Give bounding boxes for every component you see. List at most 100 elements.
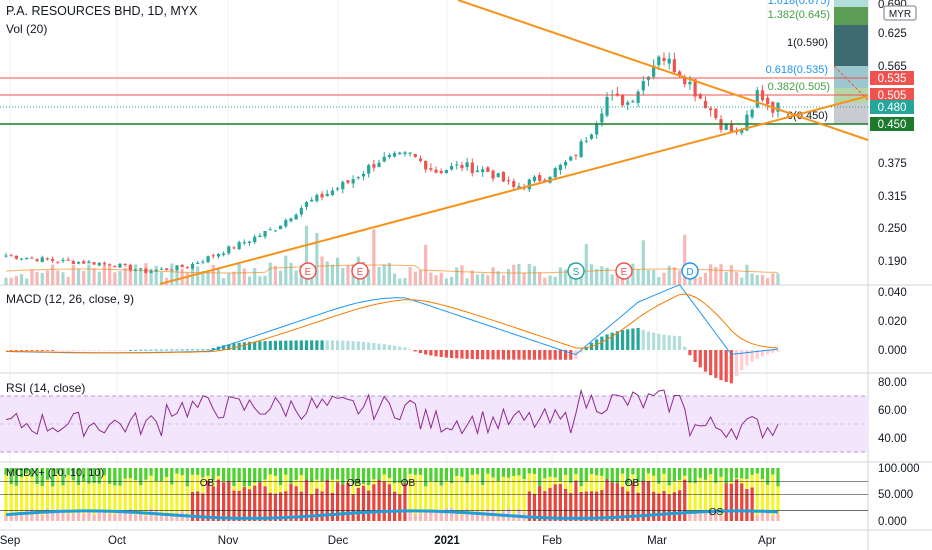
volume-bar xyxy=(403,278,407,285)
macd-histogram-bar xyxy=(641,329,645,350)
candle-body xyxy=(346,180,350,183)
ascending-trendline xyxy=(159,95,869,285)
mcdx-bar-green xyxy=(351,468,355,484)
volume-bar xyxy=(159,271,164,285)
event-marker-circle xyxy=(567,262,585,280)
candle-body xyxy=(335,188,340,190)
mcdx-bar-green xyxy=(361,468,366,484)
candle-body xyxy=(92,262,96,265)
macd-histogram-bar xyxy=(175,349,179,351)
volume-bar xyxy=(211,264,215,285)
volume-bar xyxy=(133,264,138,285)
volume-bar xyxy=(237,263,241,285)
volume-bar xyxy=(657,277,661,285)
x-tick-label: Oct xyxy=(108,535,127,547)
volume-bar xyxy=(4,277,8,285)
macd-histogram-bar xyxy=(444,350,449,358)
candle-body xyxy=(553,168,557,178)
mcdx-bar-red xyxy=(688,512,692,521)
macd-histogram-bar xyxy=(449,350,454,359)
mcdx-bar-red xyxy=(444,508,449,521)
candle-body xyxy=(14,255,18,259)
volume-bar xyxy=(683,234,687,285)
volume-bar xyxy=(304,225,309,285)
mcdx-bar-green xyxy=(424,468,428,487)
volume-bar xyxy=(40,272,44,285)
mcdx-bar-green xyxy=(589,468,594,475)
mcdx-bar-red xyxy=(206,480,210,521)
candle-body xyxy=(325,193,329,196)
mcdx-bar-red xyxy=(14,514,18,521)
mcdx-bar-red xyxy=(553,484,557,521)
candle-body xyxy=(605,96,609,116)
volume-bar xyxy=(465,278,469,285)
mcdx-bar-green xyxy=(558,468,562,482)
mcdx-bar-red xyxy=(543,491,547,521)
mcdx-bar-green xyxy=(159,468,164,482)
mcdx-bar-green xyxy=(506,468,511,478)
candle-body xyxy=(108,264,112,266)
event-marker-circle xyxy=(615,262,633,280)
volume-bar xyxy=(335,257,340,285)
volume-bar xyxy=(605,267,609,285)
mcdx-bar-red xyxy=(325,479,329,521)
mcdx-bar-green xyxy=(367,468,371,486)
volume-bar xyxy=(506,268,511,285)
volume-ma-line xyxy=(5,264,779,274)
volume-bar xyxy=(294,270,298,285)
macd-histogram-bar xyxy=(418,350,423,354)
volume-bar xyxy=(196,266,200,285)
candle-body xyxy=(729,123,733,132)
candle-body xyxy=(258,235,262,238)
mcdx-bar-green xyxy=(253,468,257,483)
macd-histogram-bar xyxy=(683,346,687,350)
mcdx-bar-green xyxy=(382,468,386,475)
candle-body xyxy=(740,129,744,133)
macd-histogram-bar xyxy=(159,349,164,351)
volume-bar xyxy=(341,268,345,285)
mcdx-bar-red xyxy=(724,483,728,521)
macd-histogram-bar xyxy=(284,340,288,350)
candle-body xyxy=(698,94,702,99)
candle-body xyxy=(387,155,392,158)
mcdx-bar-red xyxy=(61,509,65,521)
volume-bar xyxy=(760,275,765,285)
volume-bar xyxy=(548,275,552,285)
macd-histogram-bar xyxy=(740,350,744,371)
mcdx-bar-green xyxy=(35,468,39,485)
macd-histogram-bar xyxy=(304,340,309,350)
mcdx-bar-green xyxy=(294,468,298,480)
candle-body xyxy=(641,81,645,91)
macd-histogram-bar xyxy=(227,344,231,350)
mcdx-banker-line xyxy=(5,509,779,520)
volume-bar xyxy=(19,274,24,285)
candle-body xyxy=(170,269,174,271)
mcdx-bar-red xyxy=(310,494,314,521)
price-candles xyxy=(4,52,780,274)
event-marker-label: E xyxy=(305,267,312,278)
volume-bar xyxy=(408,267,412,285)
volume-bar xyxy=(56,270,60,285)
mcdx-bar-red xyxy=(268,492,272,521)
candle-body xyxy=(677,71,682,76)
price-tag-label: 0.450 xyxy=(878,119,907,131)
macd-tick-label: 0.000 xyxy=(878,345,907,357)
mcdx-bar-green xyxy=(543,468,547,479)
macd-histogram-bar xyxy=(165,349,169,351)
candle-body xyxy=(154,269,158,272)
candle-body xyxy=(595,123,599,135)
volume-bar xyxy=(154,265,158,285)
mcdx-bar-red xyxy=(584,491,588,521)
volume-bar xyxy=(289,262,293,285)
macd-histogram-bar xyxy=(66,350,70,351)
volume-bar xyxy=(242,268,246,285)
mcdx-bar-red xyxy=(740,483,744,521)
candle-body xyxy=(330,190,335,195)
price-tick-label: 0.315 xyxy=(878,191,907,203)
candle-body xyxy=(25,258,29,260)
volume-bar xyxy=(439,272,443,285)
candle-body xyxy=(76,262,81,264)
candle-body xyxy=(755,90,759,108)
macd-histogram-bar xyxy=(247,341,252,350)
mcdx-bar-red xyxy=(620,486,625,521)
